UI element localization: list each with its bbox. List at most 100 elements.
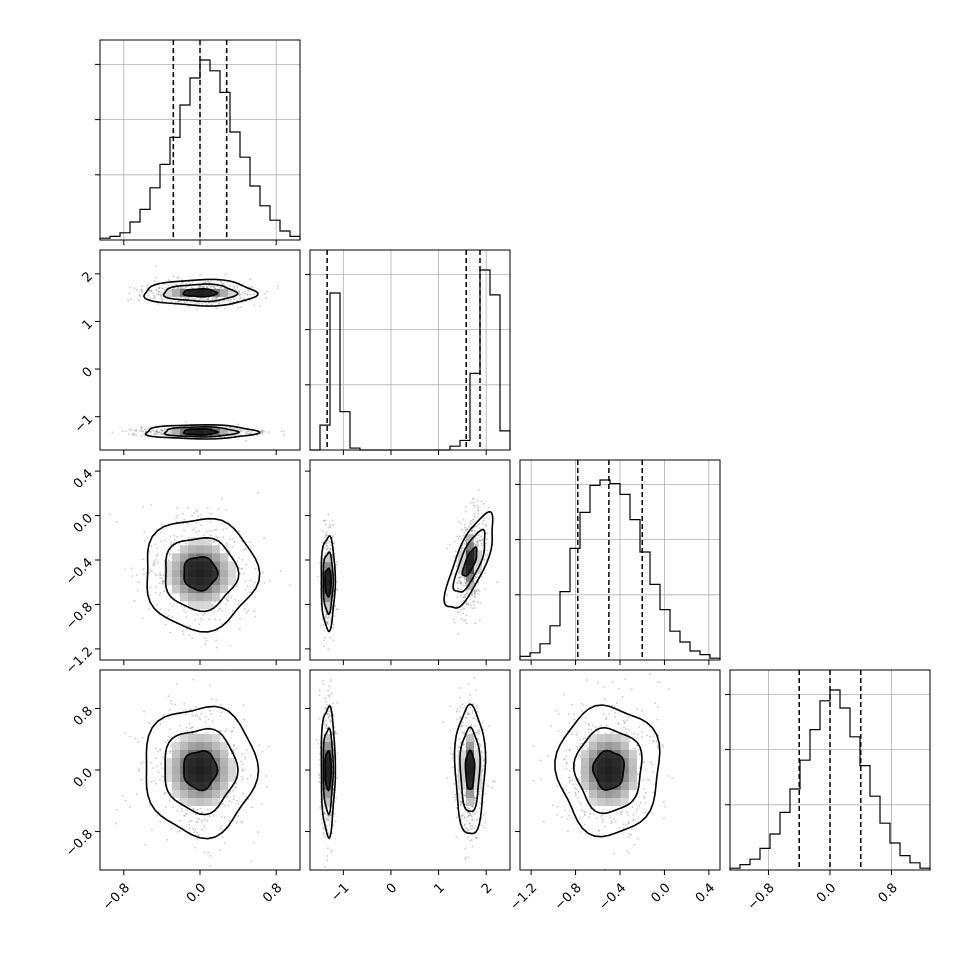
scatter-point xyxy=(214,529,216,531)
scatter-point xyxy=(175,517,177,519)
density-cell xyxy=(220,561,228,569)
scatter-point xyxy=(189,625,191,627)
scatter-point xyxy=(473,717,475,719)
scatter-point xyxy=(602,819,604,821)
scatter-point xyxy=(161,767,163,769)
scatter-point xyxy=(579,801,581,803)
scatter-point xyxy=(195,303,197,305)
scatter-point xyxy=(126,431,128,433)
scatter-point xyxy=(477,500,479,502)
scatter-point xyxy=(540,779,542,781)
scatter-point xyxy=(482,765,484,767)
scatter-point xyxy=(623,720,625,722)
scatter-point xyxy=(319,807,321,809)
scatter-point xyxy=(334,726,336,728)
scatter-point xyxy=(455,836,457,838)
density-cell xyxy=(172,289,180,297)
scatter-point xyxy=(157,433,159,435)
scatter-point xyxy=(483,827,485,829)
density-cell xyxy=(204,742,212,750)
scatter-point xyxy=(483,503,485,505)
scatter-point xyxy=(459,718,461,720)
scatter-point xyxy=(138,769,140,771)
density-cell xyxy=(220,553,228,561)
scatter-point xyxy=(195,822,197,824)
scatter-point xyxy=(475,836,477,838)
density-cell xyxy=(220,774,228,782)
scatter-point xyxy=(261,430,263,432)
scatter-point xyxy=(164,792,166,794)
scatter-point xyxy=(335,821,337,823)
scatter-point xyxy=(464,543,466,545)
scatter-point xyxy=(456,565,458,567)
scatter-point xyxy=(169,750,171,752)
scatter-point xyxy=(632,748,634,750)
scatter-point xyxy=(244,291,246,293)
scatter-point xyxy=(569,780,571,782)
scatter-point xyxy=(472,710,474,712)
scatter-point xyxy=(160,723,162,725)
density-cell xyxy=(188,545,196,553)
scatter-point xyxy=(321,818,323,820)
scatter-point xyxy=(148,572,150,574)
contour-line xyxy=(183,289,217,297)
scatter-point xyxy=(148,427,150,429)
scatter-point xyxy=(467,836,469,838)
scatter-point xyxy=(487,554,489,556)
density-cell xyxy=(228,569,236,577)
density-cell xyxy=(212,790,220,798)
scatter-point xyxy=(183,703,185,705)
scatter-point xyxy=(582,738,584,740)
scatter-point xyxy=(243,292,245,294)
scatter-point xyxy=(143,568,145,570)
scatter-point xyxy=(479,807,481,809)
scatter-point xyxy=(566,768,568,770)
scatter-point xyxy=(150,504,152,506)
scatter-point xyxy=(263,537,265,539)
scatter-point xyxy=(234,786,236,788)
scatter-point xyxy=(329,541,331,543)
scatter-point xyxy=(144,540,146,542)
scatter-point xyxy=(149,595,151,597)
scatter-point xyxy=(326,545,328,547)
scatter-point xyxy=(247,585,249,587)
scatter-point xyxy=(236,822,238,824)
scatter-point xyxy=(458,580,460,582)
scatter-point xyxy=(280,570,282,572)
scatter-point xyxy=(476,525,478,527)
scatter-point xyxy=(467,712,469,714)
scatter-point xyxy=(484,813,486,815)
scatter-point xyxy=(255,568,257,570)
scatter-point xyxy=(654,702,656,704)
scatter-point xyxy=(248,433,250,435)
scatter-point xyxy=(138,300,140,302)
scatter-point xyxy=(237,815,239,817)
hist-panel-0 xyxy=(95,40,300,240)
scatter-point xyxy=(148,295,150,297)
scatter-point xyxy=(465,725,467,727)
scatter-point xyxy=(486,550,488,552)
scatter-point xyxy=(244,581,246,583)
scatter-point xyxy=(615,821,617,823)
scatter-point xyxy=(159,821,161,823)
density-cell xyxy=(204,734,212,742)
scatter-point xyxy=(230,300,232,302)
scatter-point xyxy=(200,713,202,715)
scatter-point xyxy=(237,803,239,805)
scatter-point xyxy=(474,506,476,508)
scatter-point xyxy=(243,769,245,771)
scatter-point xyxy=(332,703,334,705)
scatter-point xyxy=(614,853,616,855)
scatter-point xyxy=(197,614,199,616)
scatter-point xyxy=(181,535,183,537)
scatter-point xyxy=(577,748,579,750)
scatter-point xyxy=(193,512,195,514)
scatter-point xyxy=(200,514,202,516)
scatter-point xyxy=(328,514,330,516)
scatter-point xyxy=(234,299,236,301)
scatter-point xyxy=(151,290,153,292)
scatter-point xyxy=(459,738,461,740)
scatter-point xyxy=(228,805,230,807)
scatter-point xyxy=(226,542,228,544)
scatter-point xyxy=(458,578,460,580)
